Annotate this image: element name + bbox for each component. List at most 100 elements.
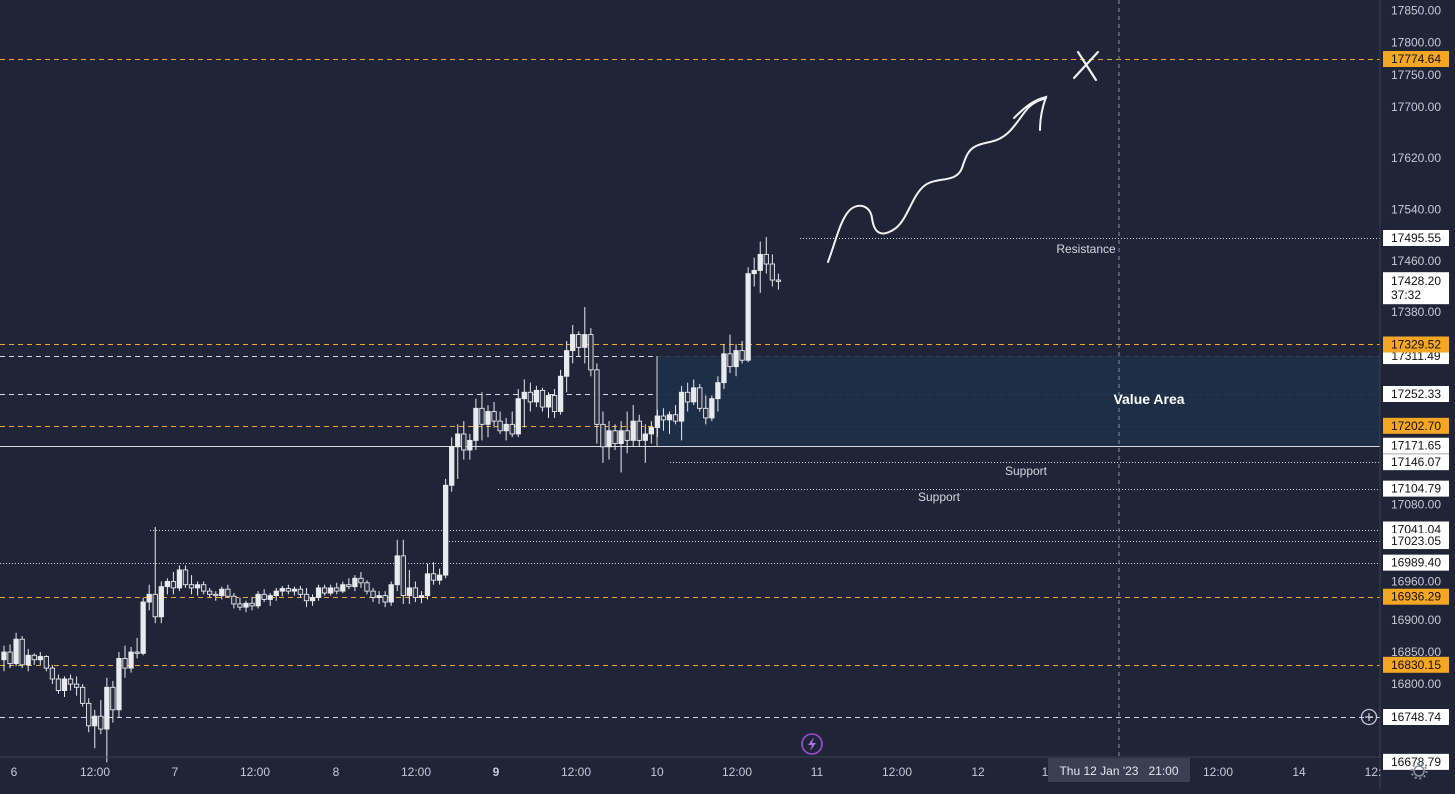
candle <box>146 584 152 611</box>
candle <box>672 405 679 425</box>
candle <box>55 674 62 694</box>
candle <box>328 584 334 596</box>
price-badge-orange-text: 17774.64 <box>1391 52 1441 66</box>
countdown-text: 37:32 <box>1391 288 1421 302</box>
candle <box>152 526 158 624</box>
price-badge-white: 17171.65 <box>1383 437 1449 454</box>
candle <box>79 684 86 707</box>
candle <box>430 562 437 585</box>
candle <box>406 569 412 604</box>
candle <box>436 568 443 585</box>
lightning-icon[interactable] <box>801 733 823 755</box>
price-badge-white-text: 16678.79 <box>1391 755 1441 769</box>
candle <box>745 267 751 363</box>
time-axis-label: 8 <box>333 765 340 779</box>
candle <box>606 421 612 460</box>
price-badge-white-text: 16989.40 <box>1391 556 1441 570</box>
candle <box>128 646 134 673</box>
candle <box>479 392 485 441</box>
candle <box>249 596 255 611</box>
candle <box>231 593 237 609</box>
candle <box>346 578 352 590</box>
candle <box>660 408 667 431</box>
price-axis-label: 17540.00 <box>1391 202 1441 216</box>
candle <box>697 383 703 412</box>
time-axis-label: 12: <box>1365 765 1382 779</box>
price-badge-white: 17495.55 <box>1383 230 1449 246</box>
candle <box>485 405 491 438</box>
price-badge-white-text: 17171.65 <box>1391 439 1441 453</box>
candle <box>297 585 304 598</box>
candle <box>618 421 624 473</box>
settings-gear-icon[interactable] <box>1410 762 1428 780</box>
candle <box>775 273 782 290</box>
time-axis-label: 6 <box>11 765 18 779</box>
price-badge-white: 16678.79 <box>1383 753 1449 770</box>
time-axis-label: 12:00 <box>1203 765 1233 779</box>
price-badge-white: 17023.05 <box>1383 533 1449 550</box>
candle <box>455 424 461 479</box>
candle <box>376 591 382 604</box>
candle <box>243 600 249 613</box>
candle <box>539 387 546 412</box>
candle <box>134 637 140 659</box>
price-badge-white: 17104.79 <box>1383 480 1449 497</box>
candle <box>207 587 213 598</box>
time-axis-label: 7 <box>172 765 179 779</box>
time-axis-label: 12:00 <box>722 765 752 779</box>
candle <box>551 389 558 418</box>
candle <box>691 379 697 406</box>
candle <box>7 644 13 669</box>
candle <box>461 421 467 460</box>
candle <box>86 698 92 733</box>
candle <box>769 254 776 287</box>
price-axis[interactable]: 17850.00 17800.00 17750.00 17700.00 17620.00… <box>1383 4 1449 770</box>
candle <box>533 385 540 408</box>
horizontal-levels <box>0 59 1380 718</box>
candle <box>412 581 419 603</box>
candle <box>443 478 449 579</box>
candle <box>140 597 146 656</box>
candle <box>703 395 709 425</box>
add-alert-plus-icon[interactable] <box>1360 708 1378 726</box>
price-badge-white-text: 17252.33 <box>1391 387 1441 401</box>
candle <box>291 586 298 596</box>
price-axis-label: 17380.00 <box>1391 305 1441 319</box>
candle <box>733 344 739 377</box>
time-axis-label: 12:00 <box>240 765 270 779</box>
candle <box>418 591 425 604</box>
candle <box>509 411 515 438</box>
support-label-2: Support <box>918 490 961 504</box>
projection-wave-path <box>827 97 1047 263</box>
price-badge-orange-text: 16830.15 <box>1391 658 1441 672</box>
candle <box>13 632 19 667</box>
candle <box>685 382 691 412</box>
price-badge-white-text: 17311.49 <box>1391 349 1440 363</box>
candle <box>576 331 582 358</box>
candle <box>709 395 715 422</box>
candle <box>25 648 31 672</box>
price-badge-white-text: 16748.74 <box>1391 710 1441 724</box>
time-axis[interactable]: 6 12:00 7 12:00 8 12:00 9 12:00 10 12:00 11 12:00 12… <box>11 765 1382 779</box>
crosshair-time-label: Thu 12 Jan '23 21:00 <box>1059 764 1178 778</box>
candle <box>600 411 606 463</box>
price-badge-orange: 17329.52 <box>1383 336 1449 353</box>
candle <box>630 405 636 447</box>
candle <box>521 379 527 428</box>
candle <box>188 575 195 595</box>
candle <box>739 340 745 364</box>
time-axis-label: 1 <box>1042 765 1049 779</box>
crosshair-time-badge: Thu 12 Jan '23 21:00 <box>1048 758 1190 782</box>
value-area-box <box>657 356 1380 446</box>
candle <box>557 369 564 415</box>
candle <box>225 584 231 598</box>
price-badge-white-text: 17023.05 <box>1391 534 1441 548</box>
candle <box>213 591 219 601</box>
price-badge-white-text: 17104.79 <box>1391 482 1441 496</box>
price-badge-orange: 17774.64 <box>1383 50 1449 67</box>
time-axis-label: 9 <box>493 765 500 779</box>
time-axis-label: 14 <box>1292 765 1306 779</box>
price-badge-white: 17252.33 <box>1383 386 1449 403</box>
